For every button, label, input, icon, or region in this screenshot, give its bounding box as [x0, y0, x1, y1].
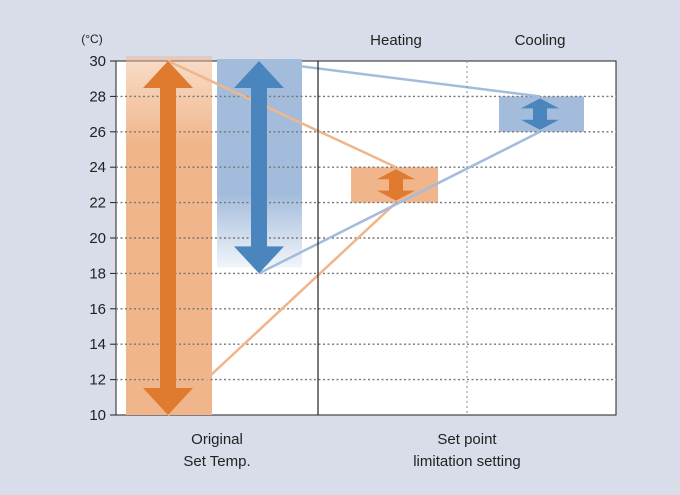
- connector-lines: [167, 59, 541, 416]
- tick-label-16: 16: [89, 301, 106, 318]
- bottom-label-original-line2: Set Temp.: [183, 453, 250, 470]
- tick-label-18: 18: [89, 265, 106, 282]
- range-arrows: [143, 61, 559, 415]
- limited-arrow-cooling: [521, 98, 559, 130]
- connector-heating-min: [167, 201, 397, 416]
- original-arrow-cooling: [234, 61, 284, 274]
- connector-cooling-max: [258, 59, 541, 98]
- connector-cooling-min: [258, 130, 541, 275]
- connector-heating-max: [167, 59, 397, 169]
- bottom-label-limited-line1: Set point: [437, 431, 497, 448]
- tick-label-30: 30: [89, 53, 106, 70]
- original-arrow-heating: [143, 61, 193, 415]
- limited-arrow-heating: [377, 169, 415, 201]
- bottom-label-original-line1: Original: [191, 431, 243, 448]
- tick-label-24: 24: [89, 159, 106, 176]
- tick-label-20: 20: [89, 230, 106, 247]
- heating-header: Heating: [370, 32, 422, 49]
- unit-label: (°C): [81, 32, 102, 46]
- cooling-header: Cooling: [515, 32, 566, 49]
- tick-label-14: 14: [89, 336, 106, 353]
- tick-label-28: 28: [89, 88, 106, 105]
- bottom-label-limited-line2: limitation setting: [413, 453, 521, 470]
- y-axis-ticks: 10 12 14 16 18 20 22 24 26 28 30: [89, 53, 116, 424]
- tick-label-12: 12: [89, 372, 106, 389]
- tick-label-10: 10: [89, 407, 106, 424]
- tick-label-22: 22: [89, 195, 106, 212]
- tick-label-26: 26: [89, 124, 106, 141]
